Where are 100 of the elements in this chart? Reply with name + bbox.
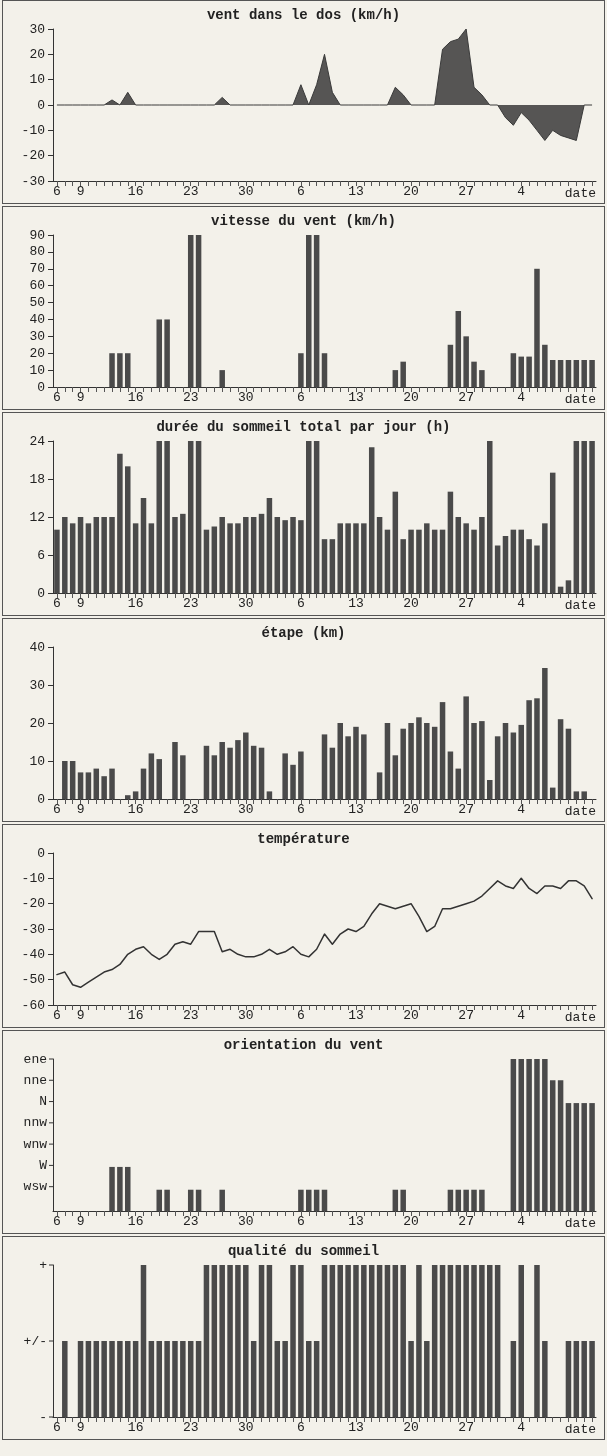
- x-tick-label: 9: [76, 184, 85, 199]
- y-tick-label: 12: [29, 509, 45, 525]
- x-tick-label: 4: [517, 1214, 526, 1229]
- x-tick-label: 27: [458, 390, 474, 405]
- y-tick-label: -30: [21, 921, 45, 937]
- y-tick-label: 90: [29, 227, 45, 243]
- y-tick-label: -10: [21, 870, 45, 886]
- x-tick-label: 4: [517, 1420, 526, 1435]
- chart-title: durée du sommeil total par jour (h): [156, 419, 451, 435]
- x-tick-label: 9: [76, 390, 85, 405]
- x-tick-label: 16: [127, 1420, 144, 1435]
- x-tick-label: 30: [238, 1420, 254, 1435]
- x-tick-label: 9: [76, 1214, 85, 1229]
- x-tick-label: 13: [348, 184, 364, 199]
- text: wnw: [23, 1136, 48, 1152]
- x-tick-label: 20: [403, 1214, 419, 1229]
- y-tick-label: 80: [29, 244, 45, 260]
- x-tick-label: 30: [238, 390, 254, 405]
- x-tick-label: 13: [348, 802, 364, 817]
- x-tick-label: 27: [458, 1420, 474, 1435]
- text: ene: [23, 1051, 47, 1067]
- y-tick-label: 20: [29, 46, 45, 62]
- y-tick-label: 0: [37, 585, 45, 601]
- y-tick-label: 0: [37, 791, 45, 807]
- x-tick-label: 4: [517, 802, 526, 817]
- x-tick-label: 23: [182, 1420, 199, 1435]
- y-tick-label: 0: [37, 97, 45, 113]
- y-tick-label: 6: [37, 547, 45, 563]
- x-tick-label: 6: [296, 802, 305, 817]
- x-tick-label: 6: [53, 1214, 61, 1229]
- x-tick-label: 4: [517, 596, 526, 611]
- x-tick-label: 6: [53, 1420, 61, 1435]
- text: nnw: [23, 1115, 48, 1131]
- x-tick-label: 23: [182, 1214, 199, 1229]
- text: +/-: [23, 1333, 47, 1349]
- x-tick-label: 6: [296, 390, 305, 405]
- x-tick-label: 20: [403, 1008, 419, 1023]
- x-tick-label: 4: [517, 390, 526, 405]
- chart-title: qualité du sommeil: [227, 1243, 380, 1259]
- y-tick-label: -20: [21, 148, 45, 164]
- x-tick-label: 30: [238, 1214, 254, 1229]
- x-tick-label: 20: [403, 802, 419, 817]
- x-tick-label: 13: [348, 1420, 364, 1435]
- x-tick-label: 20: [403, 1420, 419, 1435]
- y-tick-label: 50: [29, 295, 45, 311]
- x-tick-label: 9: [76, 1420, 85, 1435]
- text: +: [39, 1257, 48, 1273]
- y-tick-label: -40: [21, 946, 45, 962]
- chart-title: vitesse du vent (km/h): [211, 213, 396, 229]
- text: wsw: [23, 1179, 48, 1195]
- chart-title: orientation du vent: [223, 1037, 384, 1053]
- text: N: [39, 1094, 47, 1110]
- x-tick-label: 27: [458, 1214, 474, 1229]
- x-axis-title: date: [564, 1422, 596, 1437]
- x-tick-label: 16: [127, 390, 144, 405]
- chart-title: étape (km): [261, 625, 346, 641]
- x-tick-label: 30: [238, 802, 254, 817]
- x-tick-label: 6: [53, 802, 61, 817]
- x-tick-label: 30: [238, 596, 254, 611]
- x-tick-label: 4: [517, 184, 526, 199]
- x-tick-label: 20: [403, 596, 419, 611]
- x-tick-label: 23: [182, 390, 199, 405]
- x-tick-label: 6: [53, 1008, 61, 1023]
- x-tick-label: 20: [403, 184, 419, 199]
- x-axis-title: date: [564, 186, 596, 201]
- text: nne: [23, 1072, 47, 1088]
- x-tick-label: 27: [458, 802, 474, 817]
- x-axis-title: date: [564, 1010, 596, 1025]
- x-tick-label: 6: [53, 184, 61, 199]
- x-tick-label: 23: [182, 596, 199, 611]
- y-tick-label: 70: [29, 261, 45, 277]
- y-tick-label: -50: [21, 972, 45, 988]
- y-tick-label: 30: [29, 677, 45, 693]
- y-tick-label: 40: [29, 639, 45, 655]
- x-tick-label: 20: [403, 390, 419, 405]
- x-tick-label: 9: [76, 1008, 85, 1023]
- x-tick-label: 4: [517, 1008, 526, 1023]
- x-tick-label: 30: [238, 1008, 254, 1023]
- x-tick-label: 6: [296, 596, 305, 611]
- y-tick-label: 30: [29, 21, 45, 37]
- y-tick-label: -20: [21, 896, 45, 912]
- x-tick-label: 9: [76, 596, 85, 611]
- chart-title: température: [257, 831, 350, 847]
- x-axis-title: date: [564, 804, 596, 819]
- y-tick-label: 10: [29, 362, 45, 378]
- y-tick-label: 40: [29, 311, 45, 327]
- x-tick-label: 16: [127, 802, 144, 817]
- y-tick-label: 10: [29, 753, 45, 769]
- x-tick-label: 27: [458, 596, 474, 611]
- y-tick-label: 0: [37, 379, 45, 395]
- line-series: [56, 877, 593, 989]
- x-axis-title: date: [564, 598, 596, 613]
- x-tick-label: 13: [348, 1214, 364, 1229]
- x-tick-label: 6: [296, 184, 305, 199]
- chart-title: vent dans le dos (km/h): [206, 7, 401, 23]
- x-tick-label: 23: [182, 184, 199, 199]
- x-tick-label: 6: [53, 596, 61, 611]
- text: W: [39, 1157, 48, 1173]
- x-tick-label: 16: [127, 184, 144, 199]
- x-axis-title: date: [564, 392, 596, 407]
